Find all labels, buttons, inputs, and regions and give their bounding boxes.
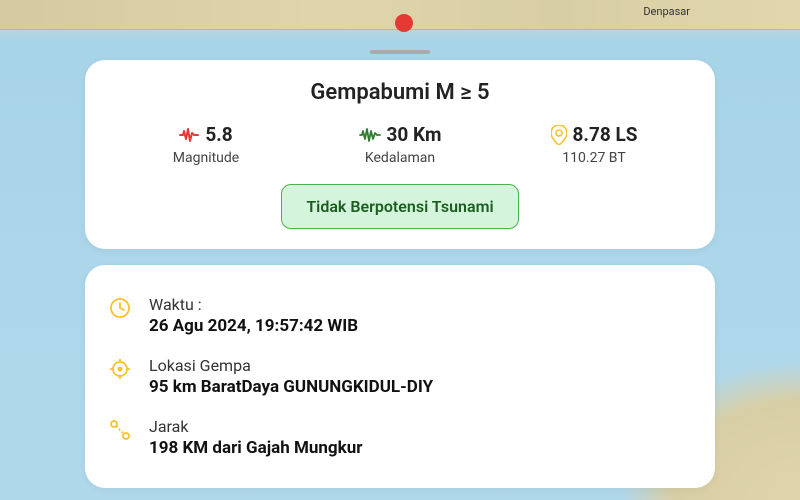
distance-value: 198 KM dari Gajah Mungkur <box>149 438 691 458</box>
details-card: Waktu : 26 Agu 2024, 19:57:42 WIB Lokasi… <box>85 265 715 488</box>
summary-card: Gempabumi M ≥ 5 5.8 Magnitude 30 Km <box>85 60 715 249</box>
seismic-wave-icon <box>179 127 199 143</box>
location-value: 95 km BaratDaya GUNUNGKIDUL-DIY <box>149 377 691 397</box>
tsunami-status-badge: Tidak Berpotensi Tsunami <box>281 184 518 229</box>
location-pin-icon <box>551 125 567 145</box>
distance-label: Jarak <box>149 417 691 436</box>
detail-row-location: Lokasi Gempa 95 km BaratDaya GUNUNGKIDUL… <box>109 346 691 407</box>
magnitude-label: Magnitude <box>109 150 303 166</box>
metric-coords: 8.78 LS 110.27 BT <box>497 123 691 166</box>
route-icon <box>109 419 133 441</box>
depth-wave-icon <box>359 128 381 142</box>
metric-magnitude: 5.8 Magnitude <box>109 123 303 166</box>
target-icon <box>109 358 133 380</box>
time-value: 26 Agu 2024, 19:57:42 WIB <box>149 316 691 336</box>
epicenter-marker[interactable] <box>395 14 413 32</box>
clock-icon <box>109 297 133 319</box>
location-label: Lokasi Gempa <box>149 356 691 375</box>
longitude-value: 110.27 BT <box>497 150 691 166</box>
sheet-drag-handle[interactable] <box>370 50 430 54</box>
latitude-value: 8.78 LS <box>573 123 638 146</box>
magnitude-value: 5.8 <box>205 123 232 146</box>
time-label: Waktu : <box>149 295 691 314</box>
metrics-row: 5.8 Magnitude 30 Km Kedalaman <box>109 123 691 166</box>
metric-depth: 30 Km Kedalaman <box>303 123 497 166</box>
depth-value: 30 Km <box>387 123 442 146</box>
depth-label: Kedalaman <box>303 150 497 166</box>
detail-row-time: Waktu : 26 Agu 2024, 19:57:42 WIB <box>109 285 691 346</box>
info-sheet: Gempabumi M ≥ 5 5.8 Magnitude 30 Km <box>85 60 715 500</box>
detail-row-distance: Jarak 198 KM dari Gajah Mungkur <box>109 407 691 468</box>
card-title: Gempabumi M ≥ 5 <box>109 80 691 105</box>
map-city-label: Denpasar <box>643 5 690 18</box>
